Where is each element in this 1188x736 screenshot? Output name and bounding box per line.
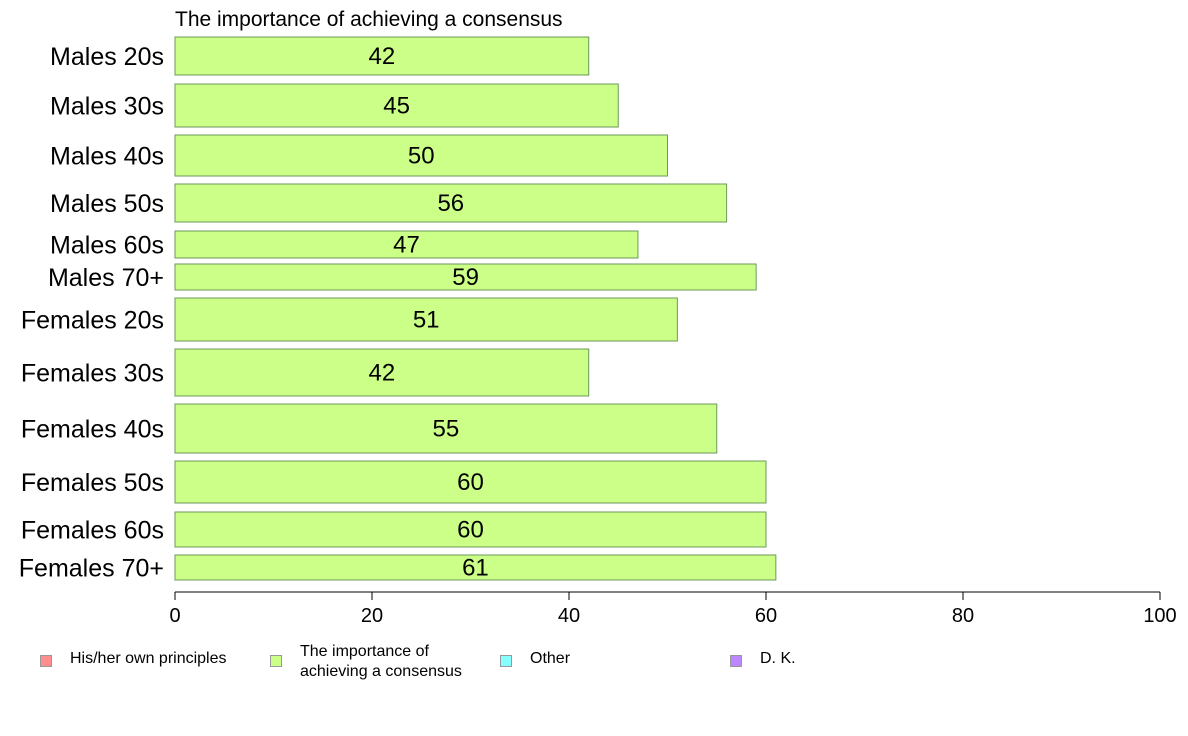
category-label: Females 40s [21,416,164,444]
x-tick-label: 0 [169,605,180,627]
legend: His/her own principles The importance of… [0,642,1188,702]
category-labels: Males 20s Males 30s Males 40s Males 50s Male… [19,43,164,583]
bar [174,36,590,76]
bar [174,348,590,397]
bar-value-label: 60 [457,517,484,544]
x-axis: 0 20 40 60 80 100 [169,591,1177,627]
bar [174,263,757,291]
legend-swatch-dk [730,655,742,667]
category-label: Females 20s [21,307,164,335]
legend-label-consensus: The importance of achieving a consensus [300,643,462,680]
bar-value-label: 51 [413,307,440,334]
bar-value-label: 50 [408,143,435,170]
x-tick-label: 80 [952,605,974,627]
bar-value-label: 61 [462,555,489,582]
legend-label-other: Other [530,650,571,667]
bar [174,83,619,128]
legend-label-principles: His/her own principles [70,650,227,667]
chart-title: The importance of achieving a consensus [175,8,563,31]
category-label: Males 70+ [48,264,164,292]
bar-value-label: 47 [393,232,420,259]
bar-value-label: 56 [437,190,464,217]
x-tick-label: 60 [755,605,777,627]
category-label: Males 60s [50,232,164,260]
category-label: Females 30s [21,360,164,388]
x-tick-label: 40 [558,605,580,627]
bar [174,460,767,504]
bar [174,134,668,177]
legend-swatch-other [500,655,512,667]
bar [174,554,777,581]
category-label: Males 20s [50,43,164,71]
bar [174,403,718,454]
bar [174,511,767,548]
legend-item-principles: His/her own principles [40,642,227,669]
category-label: Males 50s [50,190,164,218]
legend-swatch-principles [40,655,52,667]
bar-value-label: 42 [368,360,395,387]
x-tick-label: 20 [361,605,383,627]
bar-value-label: 55 [433,416,460,443]
legend-item-other: Other [500,642,570,669]
legend-label-dk: D. K. [760,650,796,667]
bar [174,183,728,223]
bar-value-label: 59 [452,264,479,291]
category-label: Males 40s [50,143,164,171]
category-label: Males 30s [50,93,164,121]
legend-item-consensus: The importance of achieving a consensus [270,642,462,682]
x-tick-label: 100 [1143,605,1176,627]
bar-value-label: 45 [383,93,410,120]
legend-item-dk: D. K. [730,642,796,669]
category-label: Females 70+ [19,555,164,583]
bar-value-label: 42 [368,43,395,70]
bar [174,297,678,342]
bar-value-label: 60 [457,469,484,496]
category-label: Females 60s [21,517,164,545]
bar [174,230,639,259]
legend-swatch-consensus [270,655,282,667]
category-label: Females 50s [21,469,164,497]
